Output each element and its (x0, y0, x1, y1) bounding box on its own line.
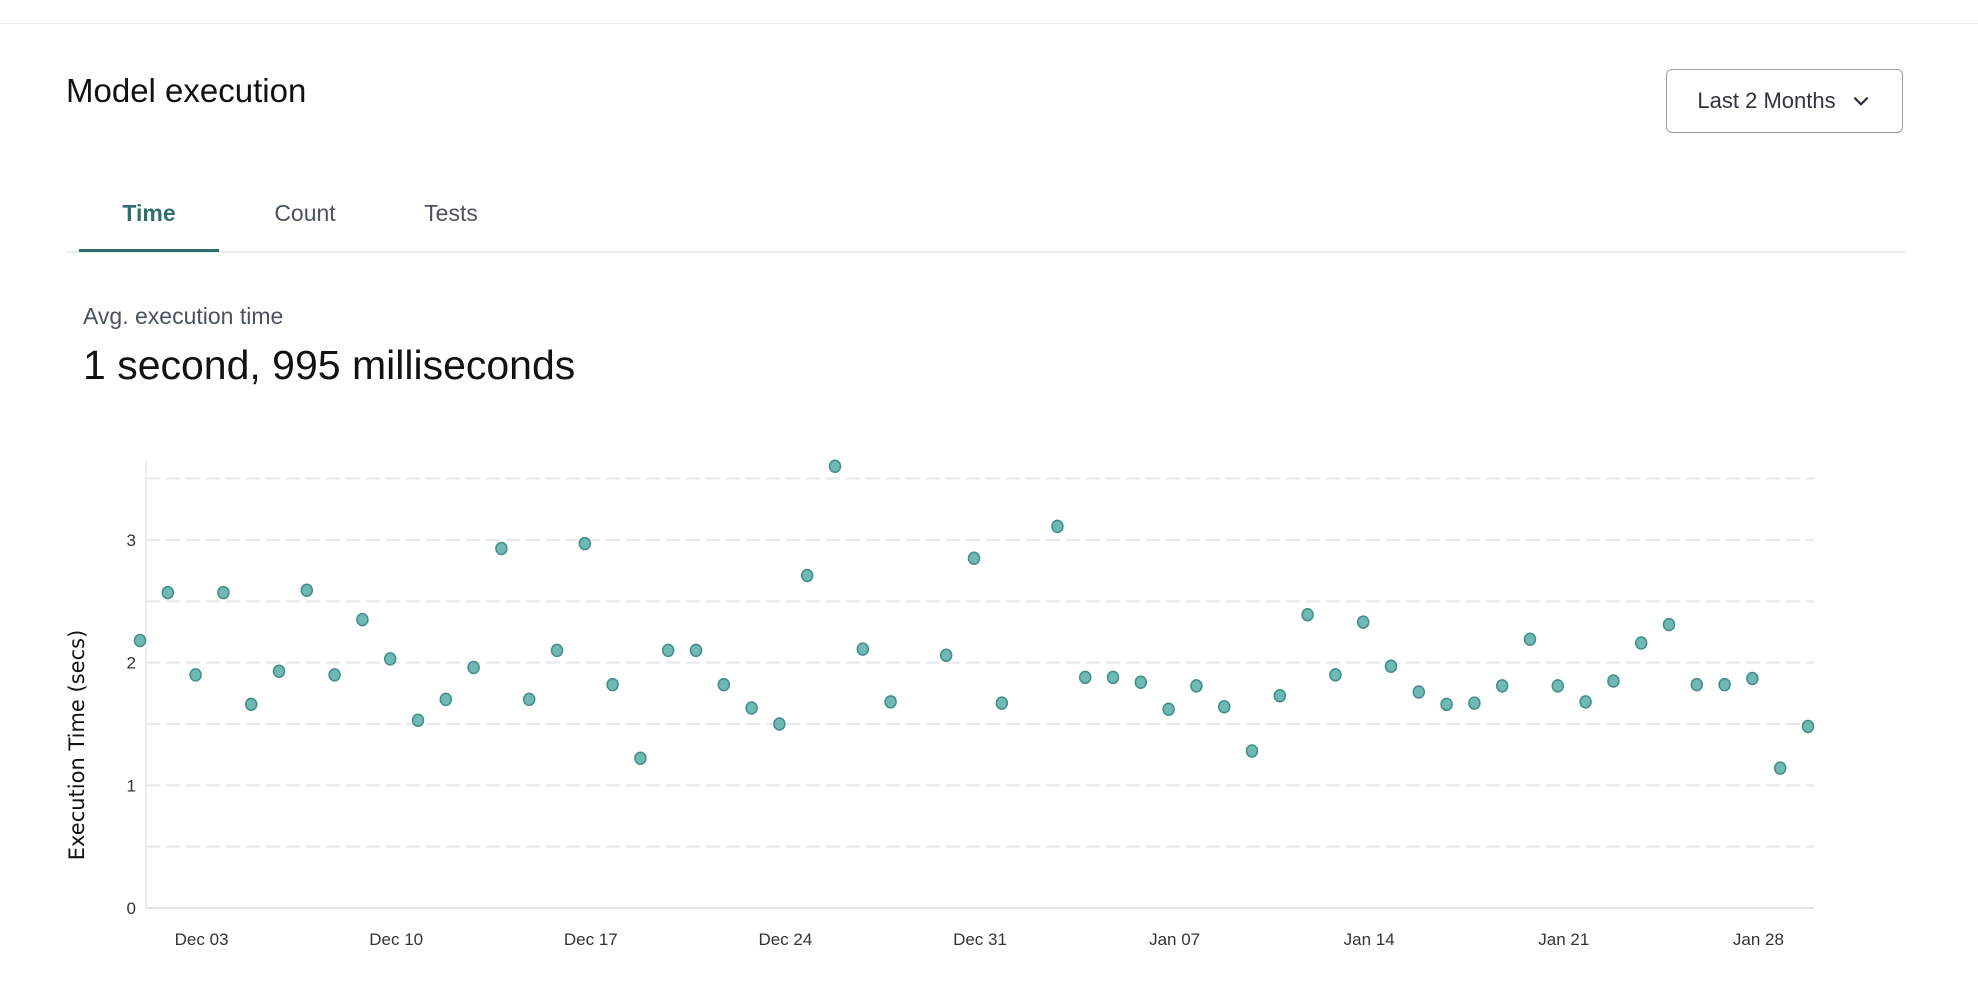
data-point[interactable] (661, 643, 675, 658)
y-tick-label: 2 (127, 654, 136, 673)
tab-bar: Time Count Tests (66, 190, 1905, 253)
data-point[interactable] (300, 583, 314, 597)
date-range-dropdown[interactable]: Last 2 Months (1666, 69, 1903, 133)
data-point[interactable] (856, 642, 870, 656)
data-point[interactable] (1440, 697, 1453, 712)
data-point[interactable] (1301, 607, 1314, 622)
data-point[interactable] (884, 695, 897, 709)
data-point[interactable] (1245, 744, 1259, 758)
data-point[interactable] (1773, 761, 1787, 775)
data-point[interactable] (161, 585, 175, 600)
data-point[interactable] (1551, 679, 1565, 693)
y-tick-label: 0 (127, 899, 136, 918)
tab-time[interactable]: Time (79, 200, 219, 252)
data-point[interactable] (689, 643, 703, 658)
metric-label: Avg. execution time (83, 303, 284, 329)
data-point[interactable] (1746, 671, 1759, 686)
y-tick-label: 3 (127, 531, 136, 550)
data-point[interactable] (1634, 636, 1648, 650)
data-point[interactable] (1217, 700, 1231, 714)
data-point[interactable] (1718, 677, 1731, 692)
x-tick-label: Jan 28 (1733, 930, 1784, 949)
chevron-down-icon (1853, 96, 1868, 106)
y-axis-label: Execution Time (secs) (65, 630, 89, 861)
data-point[interactable] (578, 536, 592, 551)
data-point[interactable] (133, 633, 147, 648)
data-point[interactable] (1329, 668, 1342, 682)
x-tick-label: Jan 21 (1538, 930, 1589, 949)
data-point[interactable] (328, 668, 341, 682)
data-point[interactable] (356, 612, 369, 627)
data-point[interactable] (1468, 696, 1481, 710)
execution-time-chart: 0 1 2 3 Dec 03 Dec 10 Dec 17 Dec 24 Dec 31 Jan 07… (65, 459, 1815, 949)
data-point[interactable] (272, 664, 286, 678)
data-point[interactable] (189, 668, 202, 682)
data-point[interactable] (1356, 615, 1370, 629)
data-point[interactable] (522, 692, 536, 707)
data-point[interactable] (1690, 677, 1704, 692)
date-range-selected: Last 2 Months (1697, 88, 1836, 113)
data-point[interactable] (1106, 670, 1120, 685)
data-point[interactable] (717, 677, 731, 692)
data-point[interactable] (1162, 702, 1175, 716)
data-point[interactable] (1607, 674, 1620, 688)
x-tick-label: Jan 07 (1149, 930, 1200, 949)
x-tick-label: Dec 17 (564, 930, 618, 949)
data-point[interactable] (411, 713, 425, 728)
data-point[interactable] (1051, 519, 1064, 534)
data-point[interactable] (1495, 679, 1509, 693)
page-title: Model execution (66, 72, 307, 109)
data-point[interactable] (1579, 695, 1592, 709)
data-point[interactable] (439, 692, 453, 707)
data-point[interactable] (634, 751, 647, 766)
data-point[interactable] (606, 677, 619, 692)
data-point[interactable] (383, 652, 397, 666)
data-point[interactable] (1190, 679, 1203, 693)
data-point[interactable] (1801, 719, 1815, 734)
data-point[interactable] (1078, 670, 1092, 685)
x-tick-label: Dec 31 (953, 930, 1007, 949)
metric-value: 1 second, 995 milliseconds (83, 342, 576, 388)
top-divider (0, 23, 1978, 24)
data-point[interactable] (1662, 617, 1676, 632)
data-point[interactable] (745, 701, 758, 715)
data-point[interactable] (800, 568, 814, 583)
data-point[interactable] (217, 585, 230, 600)
data-point[interactable] (467, 660, 480, 675)
tab-count[interactable]: Count (274, 200, 336, 226)
x-tick-label: Dec 10 (369, 930, 423, 949)
tab-tests[interactable]: Tests (424, 200, 478, 226)
x-tick-label: Dec 03 (175, 930, 229, 949)
data-point[interactable] (1523, 632, 1537, 647)
data-point[interactable] (1134, 675, 1148, 689)
data-point[interactable] (495, 541, 508, 556)
data-point[interactable] (1412, 685, 1426, 699)
y-tick-label: 1 (127, 776, 136, 795)
data-point[interactable] (967, 551, 981, 566)
data-point[interactable] (995, 696, 1009, 710)
data-point[interactable] (550, 643, 564, 658)
data-point[interactable] (244, 697, 258, 712)
x-tick-label: Dec 24 (758, 930, 812, 949)
data-point[interactable] (1273, 688, 1287, 703)
data-point[interactable] (1384, 659, 1398, 674)
x-tick-label: Jan 14 (1344, 930, 1395, 949)
data-point[interactable] (939, 648, 953, 662)
data-point[interactable] (773, 717, 786, 731)
data-point[interactable] (828, 459, 842, 474)
